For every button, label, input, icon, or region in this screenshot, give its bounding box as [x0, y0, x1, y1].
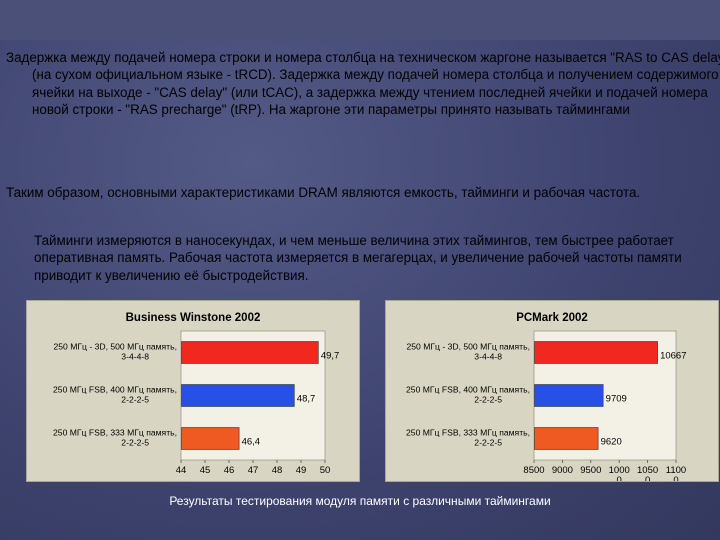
paragraph-timings-units: Тайминги измеряются в наносекундах, и че… — [34, 233, 682, 283]
x-tick-label: 9000 — [552, 465, 573, 476]
bar — [534, 384, 604, 407]
x-tick-label: 50 — [320, 465, 331, 476]
x-tick-label: 46 — [224, 465, 235, 476]
chart-plot: 8500 9000 9500 1000 0 1050 0 1100 0 10667 250 МГц … — [406, 330, 687, 481]
slide-top-band — [0, 0, 720, 40]
bar — [181, 341, 319, 364]
x-tick-label: 1050 0 — [637, 465, 658, 481]
category-label: 250 МГц FSB, 333 МГц память, 2-2-2-5 — [406, 428, 530, 448]
paragraph-timings-definition: Задержка между подачей номера строки и н… — [6, 50, 720, 117]
chart-plot: 44 45 46 47 48 49 50 49,7 250 МГц - 3D, 500 МГц … — [53, 330, 340, 476]
category-label: 250 МГц FSB, 333 МГц память, 2-2-2-5 — [53, 428, 177, 448]
x-tick-label: 49 — [296, 465, 307, 476]
bar-value-label: 46,4 — [242, 437, 261, 448]
x-tick-label: 47 — [248, 465, 259, 476]
x-tick-label: 45 — [200, 465, 211, 476]
x-tick-label: 1100 0 — [666, 465, 686, 481]
bar — [534, 427, 599, 450]
chart-pcmark: PCMark 2002 8500 9000 9500 1000 0 1050 0 1100 0 1… — [385, 300, 719, 482]
bar-value-label: 10667 — [660, 351, 686, 362]
category-label: 250 МГц - 3D, 500 МГц память, 3-4-4-8 — [406, 342, 530, 362]
slide-caption: Результаты тестирования модуля памяти с … — [169, 494, 551, 508]
x-tick-label: 1000 0 — [609, 465, 630, 481]
bar — [181, 384, 295, 407]
bar-value-label: 48,7 — [297, 394, 316, 405]
category-label: 250 МГц - 3D, 500 МГц память, 3-4-4-8 — [53, 342, 177, 362]
chart-title: PCMark 2002 — [516, 312, 588, 324]
bar — [181, 427, 240, 450]
x-tick-label: 44 — [176, 465, 187, 476]
category-label: 250 МГц FSB, 400 МГц память, 2-2-2-5 — [406, 385, 530, 405]
chart-business-winstone: Business Winstone 2002 44 45 46 47 48 49 50 49,… — [26, 300, 360, 482]
bar — [534, 341, 658, 364]
x-tick-label: 9500 — [580, 465, 601, 476]
x-tick-label: 8500 — [523, 465, 544, 476]
bar-value-label: 9709 — [606, 394, 627, 405]
bar-value-label: 49,7 — [321, 351, 340, 362]
paragraph-dram-characteristics: Таким образом, основными характеристикам… — [6, 185, 641, 200]
bar-value-label: 9620 — [601, 437, 622, 448]
chart-title: Business Winstone 2002 — [125, 312, 261, 324]
x-tick-label: 48 — [272, 465, 283, 476]
category-label: 250 МГц FSB, 400 МГц память, 2-2-2-5 — [53, 385, 177, 405]
